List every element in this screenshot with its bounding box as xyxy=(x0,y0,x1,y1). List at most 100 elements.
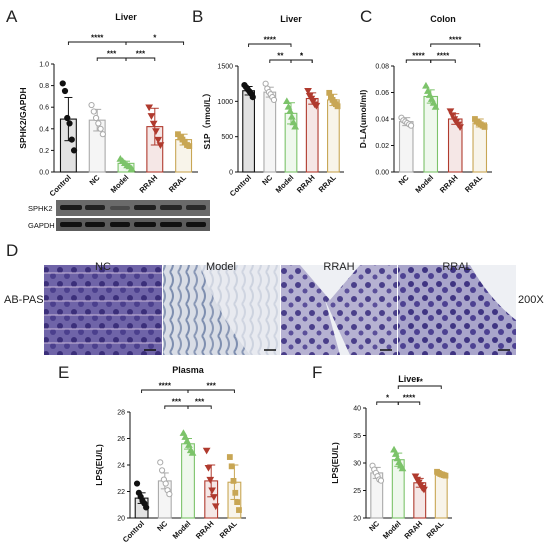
y-tick-label: 0.00 xyxy=(375,170,389,177)
y-tick-label: 30 xyxy=(353,461,361,468)
x-tick-label: NC xyxy=(367,519,381,533)
bar-rrah xyxy=(305,97,319,173)
data-point xyxy=(99,131,106,138)
panel-label-d: D xyxy=(6,241,18,260)
data-point xyxy=(166,491,173,498)
y-axis-label: SPHK2/GAPDH xyxy=(18,87,28,148)
significance-label: **** xyxy=(159,382,172,391)
x-tick-label: RRAH xyxy=(402,519,424,541)
chart-title: Liver xyxy=(115,12,137,22)
x-tick-label: RRAL xyxy=(218,519,239,540)
histology-panels xyxy=(44,265,516,355)
data-point xyxy=(143,504,150,511)
significance-label: * xyxy=(153,34,157,43)
chart-layer: Liver SPHK2/GAPDH 0.0 0.2 0.4 0.6 0.8 1.0 Contro… xyxy=(18,12,492,544)
y-tick-label: 20 xyxy=(353,516,361,523)
y-tick-label: 0.08 xyxy=(375,64,389,71)
blot-strip-sphk2 xyxy=(56,200,210,216)
data-point xyxy=(234,499,241,506)
significance-label: ** xyxy=(277,52,284,61)
chart-c: Colon D-LA(umol/ml) 0.00 0.02 0.04 0.06 0.08 NC… xyxy=(358,14,492,195)
y-tick-label: 35 xyxy=(353,433,361,440)
significance-bracket xyxy=(248,43,292,47)
data-point xyxy=(64,114,71,122)
x-tick-label: NC xyxy=(260,173,274,187)
significance-bracket xyxy=(290,59,313,63)
data-point xyxy=(152,128,160,135)
panel-label-c: C xyxy=(360,7,372,26)
bar-rral xyxy=(327,99,340,173)
data-point xyxy=(226,454,233,460)
y-tick-label: 1.0 xyxy=(39,62,49,69)
bar-rral xyxy=(434,473,448,519)
x-tick-label: RRAL xyxy=(167,173,188,194)
significance-bracket xyxy=(430,43,481,47)
data-point xyxy=(334,103,341,110)
y-tick-label: 0.04 xyxy=(375,117,389,124)
x-tick-label: RRAH xyxy=(138,173,160,195)
x-tick-label: RRAL xyxy=(317,173,338,194)
data-point xyxy=(68,136,75,143)
y-axis-label: D-LA(umol/ml) xyxy=(358,90,368,149)
blot-bands-sphk2 xyxy=(60,205,206,210)
data-point xyxy=(70,147,78,154)
x-tick-label: Control xyxy=(48,173,73,198)
data-point xyxy=(232,489,239,496)
significance-bracket xyxy=(397,385,442,389)
data-point xyxy=(185,441,193,448)
significance-label: **** xyxy=(91,34,104,43)
y-tick-label: 0.2 xyxy=(39,148,49,155)
significance-bracket xyxy=(397,401,421,405)
y-tick-label: 500 xyxy=(221,134,233,141)
data-point xyxy=(95,120,102,127)
data-point xyxy=(157,459,164,466)
data-point xyxy=(442,472,449,479)
panel-label-a: A xyxy=(6,7,18,26)
histology-label-model: Model xyxy=(206,261,236,273)
significance-bracket xyxy=(125,57,156,61)
y-tick-label: 0.8 xyxy=(39,83,49,90)
chart-title: Colon xyxy=(430,14,456,24)
blot-bands-gapdh xyxy=(60,222,206,227)
significance-label: ** xyxy=(417,378,424,387)
data-point xyxy=(204,464,213,472)
x-tick-label: RRAH xyxy=(194,519,216,541)
data-point xyxy=(377,477,385,484)
y-axis-label: S1P（nmol/L） xyxy=(202,89,212,150)
x-tick-label: RRAL xyxy=(463,173,484,194)
y-tick-label: 28 xyxy=(117,410,125,417)
data-point xyxy=(154,136,163,144)
significance-bracket xyxy=(430,59,456,63)
data-point xyxy=(249,93,256,101)
histology-label-nc: NC xyxy=(95,261,111,273)
data-point xyxy=(162,480,169,487)
data-point xyxy=(149,120,158,128)
data-point xyxy=(398,464,407,472)
data-point xyxy=(312,102,321,110)
data-point xyxy=(481,124,488,130)
histology-label-rrah: RRAH xyxy=(323,261,354,273)
data-point xyxy=(420,486,428,494)
data-point xyxy=(133,480,141,487)
data-point xyxy=(66,120,73,127)
data-point xyxy=(287,112,296,120)
chart-a: Liver SPHK2/GAPDH 0.0 0.2 0.4 0.6 0.8 1.0 Contro… xyxy=(18,12,198,198)
data-point xyxy=(210,494,218,501)
bar-nc xyxy=(263,91,277,173)
significance-label: *** xyxy=(207,382,217,391)
significance-label: **** xyxy=(403,394,416,403)
significance-label: * xyxy=(300,52,304,61)
x-tick-label: RRAL xyxy=(425,519,446,540)
significance-bracket xyxy=(187,389,235,393)
y-tick-label: 0 xyxy=(229,170,233,177)
bar-control xyxy=(242,90,255,173)
bar-rral xyxy=(472,122,488,173)
significance-bracket xyxy=(187,405,212,409)
y-tick-label: 20 xyxy=(117,516,125,523)
chart-title: Liver xyxy=(398,374,420,384)
x-tick-label: Model xyxy=(413,173,435,195)
y-axis-label: LPS(EU/L) xyxy=(330,442,340,484)
bar-nc xyxy=(398,121,414,173)
significance-label: *** xyxy=(195,398,205,407)
data-point xyxy=(188,449,197,456)
